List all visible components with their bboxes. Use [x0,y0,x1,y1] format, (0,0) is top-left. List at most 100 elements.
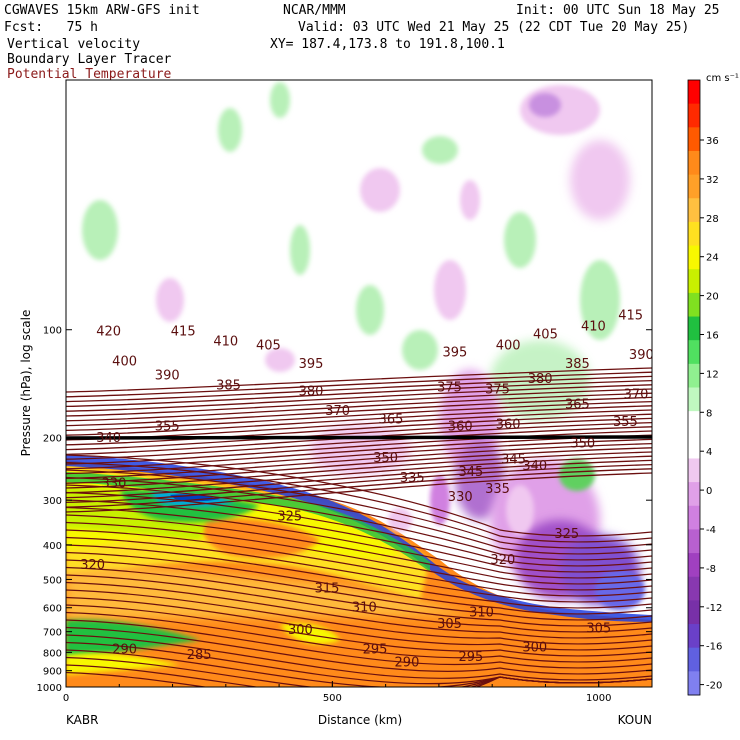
theta-label: 310 [352,600,377,615]
theta-label: 415 [171,324,196,339]
theta-contour-line [66,392,652,422]
theta-label: 365 [379,413,404,428]
colorbar-swatch [688,411,700,436]
theta-label: 400 [112,354,137,369]
colorbar-swatch [688,150,700,176]
field-boundary-layer-tracer: Boundary Layer Tracer [7,52,172,67]
theta-contour-line [66,626,652,675]
forecast-hour: Fcst: 75 h [4,20,98,35]
theta-contour-line [66,434,652,470]
x-tick-label: 1000 [586,693,611,704]
theta-label: 310 [469,605,494,620]
colorbar-swatch [688,671,700,696]
x-tick-label: 0 [63,693,69,704]
field-vertical-velocity: Vertical velocity [7,37,141,52]
colorbar-swatch [688,529,700,554]
theta-label: 400 [496,339,521,354]
theta-label: 295 [458,650,483,665]
theta-contour-line [66,551,652,615]
colorbar-label: 36 [706,136,719,147]
y-tick-label: 700 [43,628,62,639]
theta-label: 320 [80,558,105,573]
theta-label: 340 [96,431,121,446]
x-axis: 0 500 1000 [63,681,611,704]
theta-label: 295 [363,642,388,657]
theta-contour-line [66,536,652,603]
y-tick-label: 200 [43,433,62,444]
colorbar-swatch [688,316,700,341]
theta-label: 405 [533,327,558,342]
colorbar-label: -4 [706,525,716,536]
theta-contour-line [66,589,652,645]
colorbar-swatch [688,292,700,318]
theta-contour-line [66,469,652,549]
colorbar-label: -20 [706,681,722,692]
theta-contour-line [66,426,652,460]
plot-area: 420 415 410 405 400 395 390 385 380 375 370 365 360 3… [66,80,652,687]
theta-label: 320 [490,553,515,568]
theta-contour-line [66,396,652,427]
theta-label: 345 [458,465,483,480]
theta-labels: 420 415 410 405 400 395 390 385 380 375 370 365 360 3… [80,308,652,670]
theta-label: 300 [288,623,313,638]
theta-contour-line [66,604,652,657]
y-tick-label: 600 [43,604,62,615]
colorbar-swatch [688,245,700,270]
colorbar-label: 20 [706,292,719,303]
theta-contour-line [66,455,652,494]
theta-contour-line [66,581,652,639]
theta-label: 305 [437,617,462,632]
theta-contour-line [66,596,652,651]
theta-label: 340 [522,459,547,474]
colorbar-swatch [688,553,700,578]
theta-label: 380 [528,372,553,387]
theta-contour-line [66,491,652,567]
theta-contour-line [66,499,652,573]
y-tick-label: 500 [43,575,62,586]
colorbar-swatch [688,387,700,412]
colorbar-label: 0 [706,486,712,497]
theta-label: 410 [581,320,606,335]
theta-contour-line [66,468,652,508]
theta-contour-line [66,384,652,412]
theta-label: 325 [554,527,579,542]
theta-contour-line [66,454,652,537]
theta-contour-line [66,438,652,475]
theta-label: 380 [299,385,324,400]
theta-label: 385 [565,357,590,372]
theta-label: 350 [570,436,595,451]
colorbar-swatch [688,198,700,223]
colorbar-label: 8 [706,408,712,419]
model-title: CGWAVES 15km ARW-GFS init [4,3,200,18]
colorbar-swatch [688,482,700,507]
theta-contour-line [66,388,652,417]
theta-label: 390 [155,369,180,384]
y-tick-label: 900 [43,667,62,678]
theta-contour-line [66,442,652,480]
theta-label: 420 [96,324,121,339]
y-tick-label: 400 [43,541,62,552]
theta-label: 290 [395,655,420,670]
y-tick-label: 300 [43,496,62,507]
theta-label: 375 [485,383,510,398]
colorbar-label: 32 [706,175,719,186]
y-tick-label: 1000 [37,683,62,694]
theta-label: 355 [613,415,638,430]
colorbar-label: -16 [706,642,722,653]
theta-contour-line [66,375,652,403]
theta-label: 410 [213,335,238,350]
theta-contour-line [66,484,652,561]
theta-label: 360 [448,419,473,434]
colorbar-swatch [688,576,700,601]
colorbar-label: 24 [706,253,719,264]
init-time: Init: 00 UTC Sun 18 May 25 [516,3,720,18]
right-station: KOUN [618,713,652,727]
theta-contour-line [66,476,652,555]
theta-label: 355 [155,419,180,434]
theta-label: 325 [277,510,302,525]
colorbar-swatch [688,221,700,247]
theta-contour-line [66,634,652,681]
theta-contour-line [66,574,652,633]
colorbar-swatch [688,600,700,625]
